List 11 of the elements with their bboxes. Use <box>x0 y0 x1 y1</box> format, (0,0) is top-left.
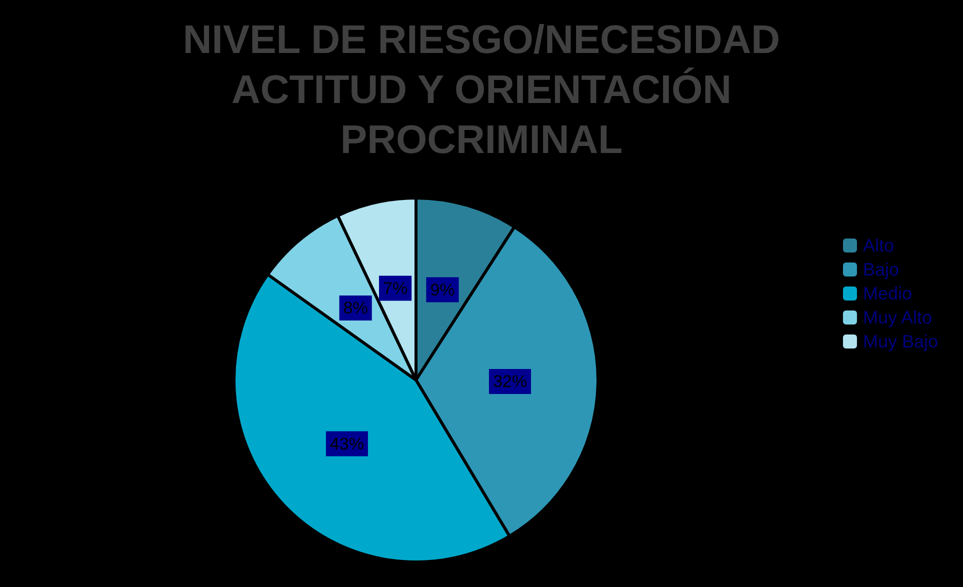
data-label: 43% <box>330 434 364 454</box>
data-label: 8% <box>343 298 368 318</box>
data-label: 32% <box>492 372 528 391</box>
legend-label: Muy Alto <box>862 308 932 328</box>
legend-label: Bajo <box>862 260 899 280</box>
legend-label: Muy Bajo <box>862 332 938 352</box>
legend-label: Alto <box>862 236 894 256</box>
chart-title: NIVEL DE RIESGO/NECESIDAD ACTITUD Y ORIENTACIÓN PROCRIMINAL <box>182 18 780 162</box>
data-label: 9% <box>430 280 455 300</box>
data-label: 7% <box>383 278 408 298</box>
legend-label: Medio <box>862 284 912 304</box>
